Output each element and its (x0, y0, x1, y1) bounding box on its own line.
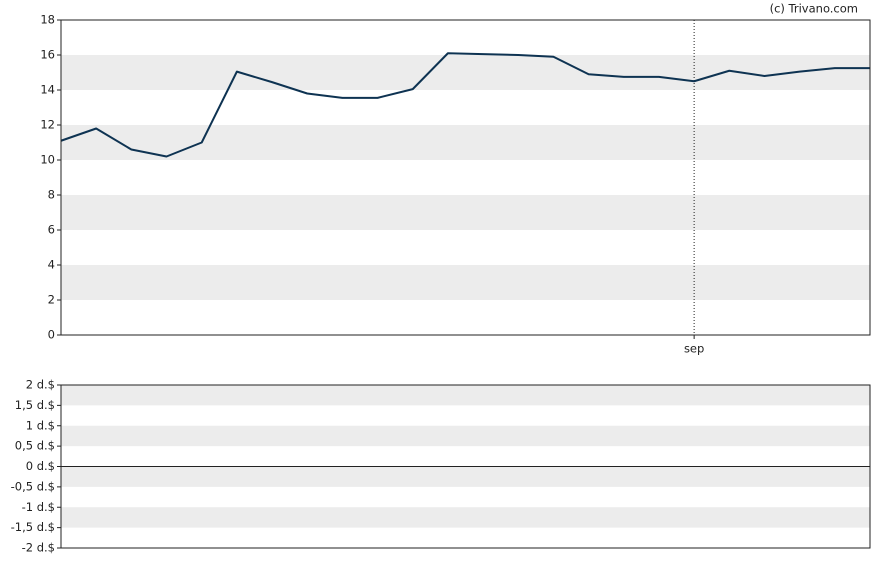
y-tick-label: -1 d.$ (22, 500, 55, 514)
y-tick-label: 6 (48, 223, 55, 237)
y-tick-label: 2 (48, 293, 55, 307)
y-tick-label: 1,5 d.$ (15, 398, 55, 412)
plot-frame (60, 384, 871, 549)
y-tick-label: 0 d.$ (26, 459, 55, 473)
y-tick-label: -1,5 d.$ (11, 520, 55, 534)
grid-band (61, 195, 870, 230)
grid-band (61, 125, 870, 160)
y-tick-label: 8 (48, 188, 55, 202)
grid-band (61, 425, 870, 447)
y-tick-label: 12 (40, 118, 55, 132)
data-line (60, 52, 870, 158)
y-tick-label: -0,5 d.$ (11, 479, 55, 493)
credit: (c) Trivano.com (770, 2, 858, 16)
grid-band (61, 265, 870, 300)
grid-band (61, 507, 870, 528)
grid-band (61, 466, 870, 487)
y-tick-label: 4 (48, 258, 55, 272)
y-tick-label: 1 d.$ (26, 418, 55, 432)
grid-band (61, 55, 870, 90)
y-tick-label: 10 (40, 153, 55, 167)
y-tick-label: 0,5 d.$ (15, 439, 55, 453)
plot-frame (60, 19, 871, 336)
y-tick-label: 16 (40, 48, 55, 62)
x-tick-label: sep (684, 342, 704, 356)
grid-band (61, 385, 870, 406)
y-tick-label: 14 (40, 83, 55, 97)
y-tick-label: 18 (40, 13, 55, 27)
y-tick-label: 2 d.$ (26, 378, 55, 392)
y-tick-label: 0 (48, 328, 55, 342)
y-tick-label: -2 d.$ (22, 541, 55, 555)
